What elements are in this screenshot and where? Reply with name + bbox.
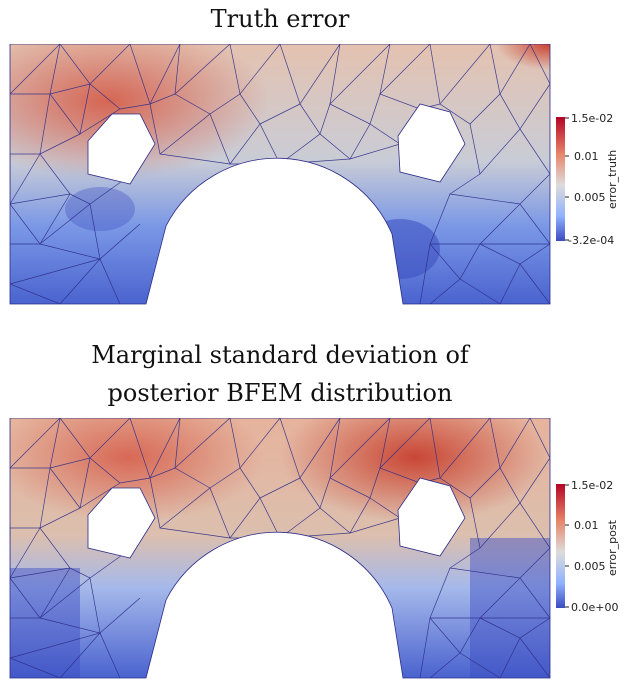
colorbar-tick-max: 1.5e-02	[571, 479, 613, 492]
colorbar-tick-max: 1.5e-02	[571, 112, 613, 125]
colorbar-truth-error	[556, 117, 565, 241]
colorbar-title: error_post	[606, 519, 619, 576]
mesh-plot-posterior-std: 1.5e-02 0.01 0.005 0.0e+00 error_post	[9, 418, 619, 679]
colorbar-tick-mid-high: 0.01	[574, 519, 599, 532]
colorbar-posterior-std	[556, 484, 565, 608]
colorbar-tick-min: -3.2e-04	[568, 234, 614, 247]
mesh-plot-truth-error: 1.5e-02 0.01 0.005 -3.2e-04 error_truth	[9, 44, 619, 305]
plot-title-line-2: posterior BFEM distribution	[107, 379, 453, 407]
colorbar-tick-min: 0.0e+00	[571, 601, 618, 614]
plot-title-truth-error: Truth error	[210, 5, 350, 33]
colorbar-tick-mid-low: 0.005	[574, 560, 606, 573]
colorbar-title: error_truth	[606, 150, 619, 209]
colorbar-tick-mid-high: 0.01	[574, 150, 599, 163]
plot-title-line-1: Marginal standard deviation of	[91, 341, 469, 369]
colorbar-tick-mid-low: 0.005	[574, 191, 606, 204]
